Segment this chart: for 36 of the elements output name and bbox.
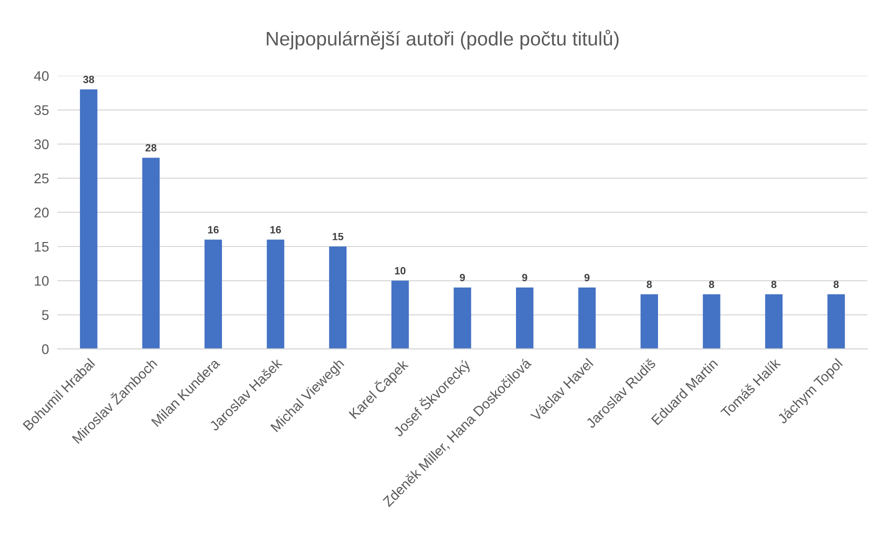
data-label: 9 <box>522 274 528 282</box>
y-tick-label: 0 <box>42 344 49 354</box>
y-tick-label: 20 <box>34 208 49 218</box>
y-tick-label: 30 <box>34 139 49 150</box>
data-label: 9 <box>584 274 590 282</box>
bar <box>266 240 284 349</box>
bar <box>578 287 596 349</box>
y-tick-label: 25 <box>34 174 49 184</box>
bar <box>454 287 472 349</box>
bar <box>80 89 98 349</box>
data-label: 8 <box>771 280 776 288</box>
data-label: 8 <box>646 280 652 288</box>
y-tick-label: 35 <box>34 105 49 116</box>
data-label: 10 <box>394 267 406 274</box>
data-label: 8 <box>709 280 714 288</box>
bar <box>765 294 783 349</box>
data-label: 28 <box>146 144 156 152</box>
bar <box>827 294 845 349</box>
data-label: 15 <box>332 233 344 240</box>
bar <box>516 287 534 349</box>
y-tick-label: 15 <box>34 242 49 252</box>
data-label: 8 <box>834 280 839 288</box>
bar <box>640 294 658 349</box>
y-tick-label: 10 <box>34 276 49 286</box>
chart-title: Nejpopulárnější autoři (podle počtu titulů) <box>266 30 619 50</box>
data-label: 16 <box>270 226 281 234</box>
bar <box>204 240 222 349</box>
data-label: 38 <box>83 76 94 84</box>
bar <box>391 280 409 349</box>
data-label: 16 <box>208 226 219 234</box>
y-tick-label: 5 <box>42 310 49 320</box>
y-tick-label: 40 <box>34 71 49 81</box>
bar <box>142 158 160 349</box>
bar <box>329 246 347 349</box>
bar <box>702 294 720 349</box>
data-label: 9 <box>460 274 465 282</box>
